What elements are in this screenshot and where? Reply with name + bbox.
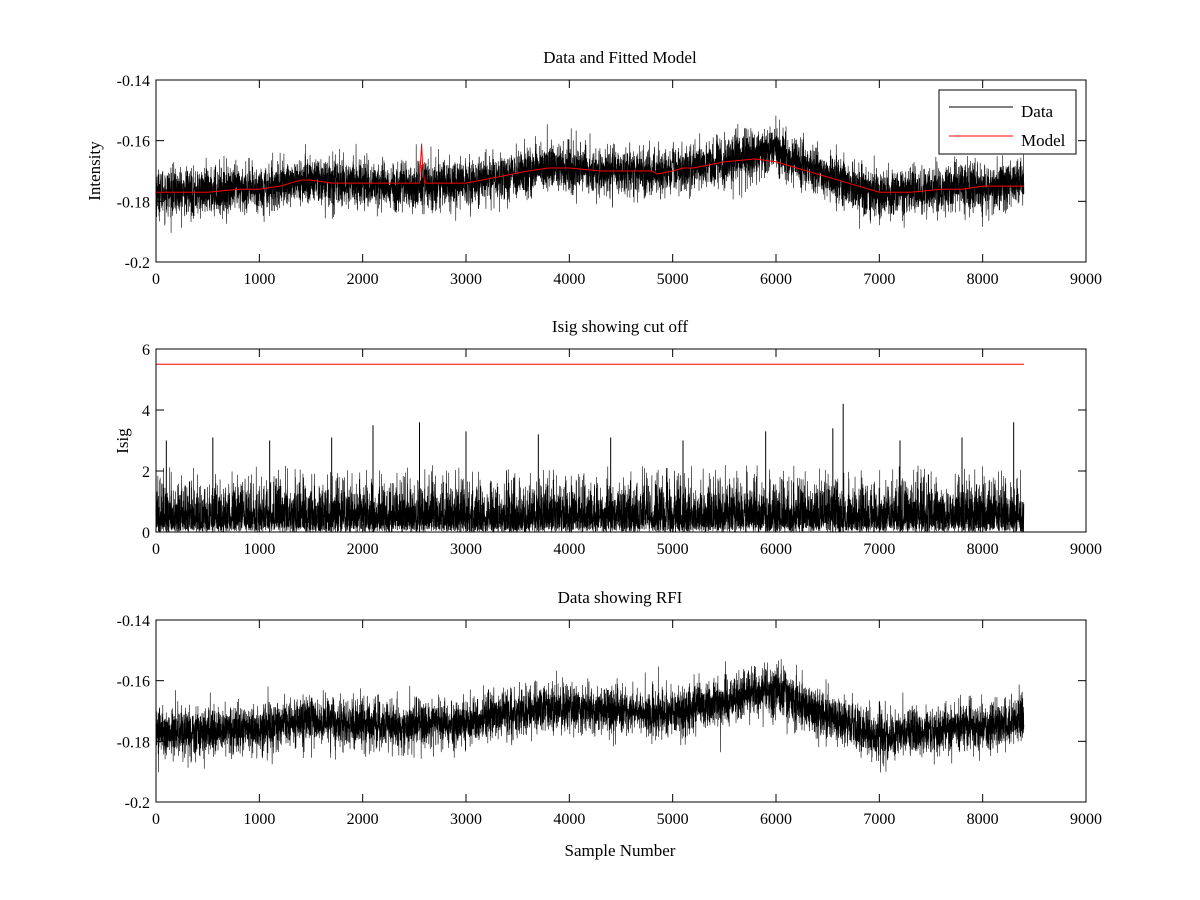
y-tick-label: -0.18 [117, 194, 150, 211]
panel-1-ylabel: Intensity [85, 141, 104, 201]
x-tick-label: 4000 [553, 271, 585, 288]
panel-3-title: Data showing RFI [558, 588, 683, 607]
x-tick-label: 7000 [863, 811, 895, 828]
series-data [155, 115, 1025, 233]
x-tick-label: 6000 [760, 811, 792, 828]
x-tick-label: 4000 [553, 811, 585, 828]
y-tick-label: 6 [142, 342, 150, 359]
x-tick-label: 2000 [347, 811, 379, 828]
panel-2-title: Isig showing cut off [552, 317, 688, 336]
x-tick-label: 5000 [657, 271, 689, 288]
x-tick-label: 1000 [243, 541, 275, 558]
x-tick-label: 6000 [760, 541, 792, 558]
y-tick-label: 4 [142, 403, 150, 420]
x-tick-label: 0 [152, 541, 160, 558]
x-tick-label: 1000 [243, 271, 275, 288]
x-tick-label: 8000 [967, 541, 999, 558]
y-tick-label: -0.16 [117, 134, 150, 151]
panel-2-plot: 0 1000 2000 3000 4000 5000 6000 7000 8000 9000 0 2 4… [142, 342, 1102, 558]
x-tick-label: 7000 [863, 541, 895, 558]
x-tick-label: 6000 [760, 271, 792, 288]
series-data [155, 659, 1025, 773]
series-model [156, 143, 1024, 193]
legend-box [938, 89, 1077, 155]
axes-box [155, 348, 1087, 533]
x-tick-label: 7000 [863, 271, 895, 288]
panel-1-plot: 0 1000 2000 3000 4000 5000 6000 7000 8000 9000 -0.… [117, 73, 1102, 288]
x-tick-label: 8000 [967, 271, 999, 288]
x-tick-label: 9000 [1070, 811, 1102, 828]
panel-data-fitted-model: Data and Fitted Model Intensity 0 1000 200… [85, 48, 1102, 288]
series-isig-peaks [165, 403, 1015, 532]
panel-isig-cut-off: Isig showing cut off Isig 0 1000 2000 3000 4… [113, 317, 1102, 558]
x-tick-label: 0 [152, 811, 160, 828]
x-tick-label: 2000 [347, 271, 379, 288]
y-tick-label: -0.18 [117, 734, 150, 751]
x-tick-label: 3000 [450, 811, 482, 828]
axes-box [155, 79, 1087, 263]
x-tick-label: 3000 [450, 271, 482, 288]
x-tick-label: 5000 [657, 541, 689, 558]
x-tick-label: 4000 [553, 541, 585, 558]
legend: Data Model [938, 89, 1077, 155]
panel-data-rfi: Data showing RFI Sample Number 0 1000 2000… [117, 588, 1102, 860]
x-tick-label: 0 [152, 271, 160, 288]
legend-label-model: Model [1021, 131, 1066, 150]
series-isig [155, 465, 1025, 533]
y-tick-label: -0.2 [125, 795, 150, 812]
x-tick-label: 1000 [243, 811, 275, 828]
x-tick-label: 2000 [347, 541, 379, 558]
panel-3-plot: 0 1000 2000 3000 4000 5000 6000 7000 8000 9000 -0.… [117, 613, 1102, 828]
axes-box [155, 619, 1087, 803]
x-tick-label: 8000 [967, 811, 999, 828]
y-tick-label: 2 [142, 464, 150, 481]
panel-1-title: Data and Fitted Model [543, 48, 697, 67]
y-tick-label: -0.16 [117, 674, 150, 691]
y-tick-label: -0.14 [117, 613, 150, 630]
panel-2-ylabel: Isig [113, 428, 132, 454]
panel-3-xlabel: Sample Number [565, 841, 676, 860]
y-tick-label: -0.2 [125, 255, 150, 272]
y-tick-label: 0 [142, 525, 150, 542]
y-tick-label: -0.14 [117, 73, 150, 90]
x-tick-label: 9000 [1070, 271, 1102, 288]
x-tick-label: 5000 [657, 811, 689, 828]
legend-label-data: Data [1021, 102, 1054, 121]
x-tick-label: 9000 [1070, 541, 1102, 558]
x-tick-label: 3000 [450, 541, 482, 558]
